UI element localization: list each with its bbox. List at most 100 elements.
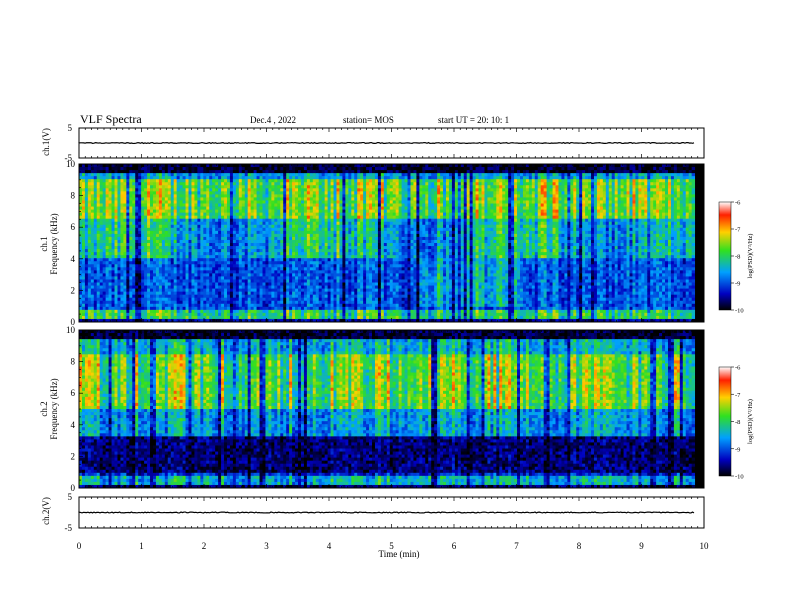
spectrogram-cell (354, 216, 357, 219)
spectrogram-cell (85, 207, 88, 210)
spectrogram-cell (265, 200, 268, 203)
spectrogram-cell (248, 237, 251, 240)
spectrogram-cell (203, 249, 206, 252)
spectrogram-cell (200, 240, 203, 243)
spectrogram-cell (325, 255, 328, 258)
spectrogram-cell (345, 222, 348, 225)
spectrogram-cell (180, 258, 183, 261)
spectrogram-cell (257, 270, 260, 273)
spectrogram-cell (345, 316, 348, 319)
spectrogram-cell (153, 167, 156, 170)
spectrogram-cell (334, 283, 337, 286)
spectrogram-cell (227, 225, 230, 228)
spectrogram-cell (132, 243, 135, 246)
spectrogram-cell (103, 231, 106, 234)
spectrogram-cell (360, 316, 363, 319)
spectrogram-cell (277, 273, 280, 276)
spectrogram-cell (339, 292, 342, 295)
spectrogram-cell (189, 188, 192, 191)
spectrogram-cell (271, 267, 274, 270)
spectrogram-cell (224, 292, 227, 295)
spectrogram-cell (91, 210, 94, 213)
spectrogram-cell (200, 222, 203, 225)
spectrogram-cell (260, 194, 263, 197)
spectrogram-cell (177, 292, 180, 295)
spectrogram-cell (109, 261, 112, 264)
spectrogram-cell (277, 310, 280, 313)
spectrogram-cell (301, 188, 304, 191)
spectrogram-cell (342, 292, 345, 295)
spectrogram-cell (263, 194, 266, 197)
spectrogram-cell (268, 298, 271, 301)
spectrogram-cell (260, 210, 263, 213)
spectrogram-cell (337, 301, 340, 304)
spectrogram-cell (310, 273, 313, 276)
spectrogram-cell (339, 243, 342, 246)
spectrogram-cell (263, 246, 266, 249)
spectrogram-cell (100, 289, 103, 292)
spectrogram-cell (251, 261, 254, 264)
spectrogram-cell (342, 286, 345, 289)
spectrogram-cell (251, 252, 254, 255)
spectrogram-cell (298, 240, 301, 243)
spectrogram-cell (194, 316, 197, 319)
spectrogram-cell (112, 219, 115, 222)
spectrogram-cell (218, 176, 221, 179)
spectrogram-cell (304, 310, 307, 313)
spectrogram-cell (174, 191, 177, 194)
spectrogram-cell (117, 267, 120, 270)
spectrogram-cell (263, 176, 266, 179)
spectrogram-cell (132, 304, 135, 307)
spectrogram-cell (271, 273, 274, 276)
spectrogram-cell (354, 234, 357, 237)
spectrogram-cell (298, 273, 301, 276)
spectrogram-cell (313, 179, 316, 182)
spectrogram-cell (221, 307, 224, 310)
spectrogram-cell (103, 276, 106, 279)
spectrogram-cell (251, 210, 254, 213)
spectrogram-cell (233, 252, 236, 255)
spectrogram-cell (150, 243, 153, 246)
spectrogram-cell (328, 276, 331, 279)
spectrogram-cell (218, 219, 221, 222)
spectrogram-cell (286, 185, 289, 188)
spectrogram-cell (271, 264, 274, 267)
spectrogram-cell (354, 267, 357, 270)
spectrogram-cell (153, 307, 156, 310)
spectrogram-cell (351, 246, 354, 249)
spectrogram-cell (239, 249, 242, 252)
spectrogram-cell (183, 310, 186, 313)
spectrogram-cell (88, 194, 91, 197)
spectrogram-cell (97, 182, 100, 185)
spectrogram-cell (106, 283, 109, 286)
spectrogram-cell (248, 316, 251, 319)
spectrogram-cell (257, 164, 260, 167)
spectrogram-cell (156, 240, 159, 243)
spectrogram-cell (322, 246, 325, 249)
spectrogram-cell (97, 298, 100, 301)
spectrogram-cell (348, 228, 351, 231)
spectrogram-cell (197, 179, 200, 182)
spectrogram-cell (141, 213, 144, 216)
spectrogram-cell (209, 222, 212, 225)
spectrogram-cell (334, 249, 337, 252)
spectrogram-cell (239, 173, 242, 176)
spectrogram-cell (120, 219, 123, 222)
spectrogram-cell (265, 240, 268, 243)
spectrogram-cell (274, 298, 277, 301)
spectrogram-cell (147, 261, 150, 264)
spectrogram-cell (289, 237, 292, 240)
spectrogram-cell (126, 286, 129, 289)
spectrogram-cell (242, 283, 245, 286)
spectrogram-cell (292, 286, 295, 289)
spectrogram-cell (230, 194, 233, 197)
spectrogram-cell (245, 222, 248, 225)
spectrogram-cell (316, 234, 319, 237)
spectrogram-cell (334, 225, 337, 228)
spectrogram-cell (245, 286, 248, 289)
spectrogram-cell (328, 267, 331, 270)
spectrogram-cell (200, 264, 203, 267)
spectrogram-cell (153, 231, 156, 234)
spectrogram-cell (94, 310, 97, 313)
spectrogram-cell (103, 222, 106, 225)
